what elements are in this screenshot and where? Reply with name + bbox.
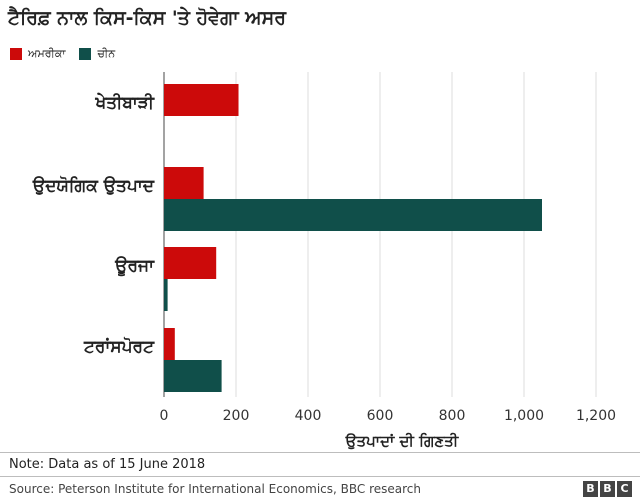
bbc-logo-letter: C [617, 481, 632, 497]
legend-label-usa: ਅਮਰੀਕਾ [28, 47, 66, 60]
x-tick-label: 800 [439, 408, 466, 424]
x-tick-labels: 0 200 400 600 800 1,000 1,200 [160, 408, 617, 424]
bbc-logo-letter: B [600, 481, 615, 497]
legend-swatch-usa [10, 48, 22, 60]
x-tick-label: 400 [295, 408, 322, 424]
bbc-logo-letter: B [583, 481, 598, 497]
bar [164, 279, 168, 311]
legend-item-usa: ਅਮਰੀਕਾ [10, 47, 65, 61]
x-tick-label: 200 [223, 408, 250, 424]
legend-item-china: ਚੀਨ [79, 47, 115, 61]
chart-title: ਟੈਰਿਫ਼ ਨਾਲ ਕਿਸ-ਕਿਸ 'ਤੇ ਹੋਵੇਗਾ ਅਸਰ [8, 7, 287, 29]
bar [164, 167, 204, 199]
bar [164, 360, 222, 392]
source-text: Source: Peterson Institute for Internati… [9, 482, 421, 496]
category-label: ਊਰਜਾ [114, 256, 155, 277]
footer-divider [0, 452, 640, 453]
grid-lines [163, 72, 597, 397]
legend-label-china: ਚੀਨ [97, 47, 116, 60]
bar [164, 247, 217, 279]
bars [164, 84, 542, 392]
bar [164, 328, 175, 360]
bar [164, 199, 542, 231]
category-label: ਖੇਤੀਬਾੜੀ [95, 92, 155, 113]
footnote: Note: Data as of 15 June 2018 [9, 457, 206, 472]
bar-chart: ਖੇਤੀਬਾੜੀ ਉਦਯੋਗਿਕ ਉਤਪਾਦ ਊਰਜਾ ਟਰਾਂਸਪੋਰਟ 0 200 4… [32, 72, 617, 450]
x-axis-label: ਉਤਪਾਦਾਂ ਦੀ ਗਿਣਤੀ [345, 432, 460, 450]
legend-swatch-china [79, 48, 92, 60]
x-tick-label: 0 [160, 408, 169, 424]
source-divider [0, 476, 640, 477]
legend: ਅਮਰੀਕਾ ਚੀਨ [10, 46, 129, 62]
x-tick-label: 1,000 [504, 408, 544, 424]
category-label: ਉਦਯੋਗਿਕ ਉਤਪਾਦ [32, 175, 155, 196]
bbc-logo: B B C [581, 481, 632, 497]
category-label: ਟਰਾਂਸਪੋਰਟ [83, 336, 155, 357]
x-tick-label: 600 [367, 408, 394, 424]
x-tick-label: 1,200 [576, 408, 616, 424]
category-labels: ਖੇਤੀਬਾੜੀ ਉਦਯੋਗਿਕ ਉਤਪਾਦ ਊਰਜਾ ਟਰਾਂਸਪੋਰਟ [32, 92, 155, 357]
bar [164, 84, 239, 116]
